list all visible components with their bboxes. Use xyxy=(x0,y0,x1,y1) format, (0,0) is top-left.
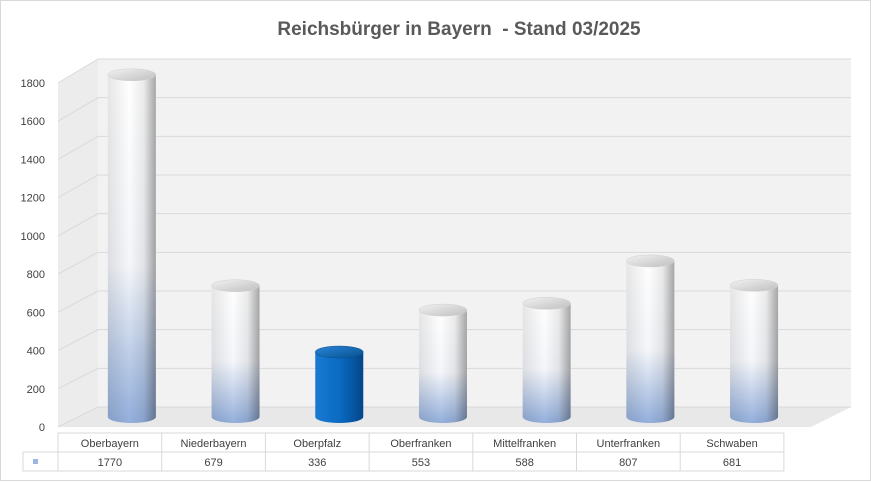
y-tick-label: 0 xyxy=(39,422,45,434)
bar xyxy=(626,254,675,423)
bar xyxy=(522,297,571,423)
gridline xyxy=(57,213,851,237)
bar-shade xyxy=(730,285,779,423)
y-tick-label: 1000 xyxy=(21,231,45,243)
y-tick-label: 600 xyxy=(27,307,45,319)
bar-shade xyxy=(107,74,156,424)
y-axis: 0 200 400 600 800 1000 1200 1400 1600 1800 xyxy=(21,78,45,434)
gridline xyxy=(57,97,851,122)
value-label: 679 xyxy=(204,457,222,469)
bar-cap xyxy=(626,254,675,268)
y-tick-label: 1600 xyxy=(21,116,45,128)
value-label: 681 xyxy=(723,457,741,469)
value-label: 1770 xyxy=(98,457,122,469)
value-label: 553 xyxy=(412,457,430,469)
category-label: Oberbayern xyxy=(81,438,139,450)
gridline xyxy=(57,406,851,428)
bar-shade xyxy=(418,310,467,423)
gridline xyxy=(57,251,851,275)
value-label: 588 xyxy=(515,457,533,469)
category-label: Niederbayern xyxy=(181,438,247,450)
bar xyxy=(315,345,364,423)
bar-cap xyxy=(729,279,779,292)
bar xyxy=(107,68,157,424)
value-label: 807 xyxy=(619,457,637,469)
bar xyxy=(729,279,779,423)
y-tick-label: 1200 xyxy=(21,193,45,205)
chart-title: Reichsbürger in Bayern - Stand 03/2025 xyxy=(277,19,641,40)
y-tick-label: 1400 xyxy=(21,154,45,166)
bar-shade xyxy=(522,303,571,423)
legend-key xyxy=(33,459,38,464)
category-label: Unterfranken xyxy=(597,438,661,450)
value-label: 336 xyxy=(308,457,326,469)
gridline xyxy=(57,174,851,199)
bar-shade xyxy=(626,260,675,423)
category-label: Mittelfranken xyxy=(493,438,556,450)
gridlines xyxy=(57,58,851,428)
category-label: Oberpfalz xyxy=(293,438,341,450)
y-tick-label: 400 xyxy=(27,346,45,358)
y-tick-label: 200 xyxy=(27,384,45,396)
bar-cap xyxy=(315,345,364,359)
category-label: Oberfranken xyxy=(390,438,451,450)
bar-cap xyxy=(418,303,468,317)
bar-cap xyxy=(211,279,260,292)
category-label: Schwaben xyxy=(706,438,757,450)
gridline xyxy=(57,135,851,160)
bar xyxy=(418,303,468,423)
y-tick-label: 800 xyxy=(27,269,45,281)
data-table: Oberbayern 1770 Niederbayern 679 Oberpfalz 33… xyxy=(22,432,785,472)
gridline xyxy=(57,290,851,313)
bars xyxy=(107,68,779,424)
gridline xyxy=(57,329,851,351)
gridline xyxy=(57,367,851,390)
bar xyxy=(211,279,260,423)
bar-body xyxy=(315,352,364,423)
bar-cap xyxy=(522,297,571,310)
gridline xyxy=(57,58,851,84)
y-tick-label: 1800 xyxy=(21,78,45,90)
bar-shade xyxy=(211,285,260,423)
bar-cap xyxy=(107,68,157,82)
